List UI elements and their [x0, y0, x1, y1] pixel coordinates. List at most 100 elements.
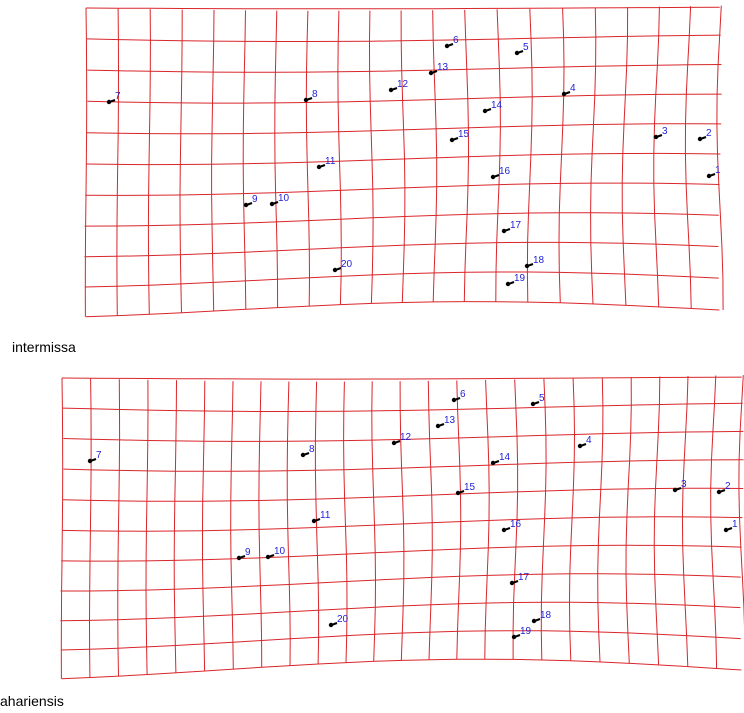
landmark-label-8: 8 — [309, 444, 315, 455]
caption-intermissa: intermissa — [12, 339, 76, 355]
landmark-8: 8 — [303, 89, 318, 103]
landmark-label-20: 20 — [337, 614, 349, 625]
landmark-label-9: 9 — [245, 547, 251, 558]
grid-line-vertical — [368, 10, 374, 304]
landmark-19: 19 — [505, 273, 526, 287]
landmark-point — [455, 490, 461, 496]
landmark-19: 19 — [511, 626, 532, 640]
grid-line-horizontal — [85, 182, 720, 196]
grid-line-vertical — [597, 377, 604, 662]
grid-line-vertical — [540, 378, 547, 661]
grid-line-vertical — [484, 379, 490, 660]
landmark-point — [300, 452, 306, 458]
grid-line-vertical — [738, 375, 744, 627]
landmark-point — [449, 137, 455, 143]
landmark-label-3: 3 — [681, 479, 687, 490]
landmark-point — [328, 622, 334, 628]
grid-line-horizontal — [87, 93, 722, 104]
landmark-point — [530, 401, 536, 407]
landmark-point — [505, 281, 511, 287]
grid-line-vertical — [343, 381, 348, 663]
grid-line-vertical — [427, 380, 433, 660]
landmark-4: 4 — [577, 435, 592, 449]
landmark-label-14: 14 — [491, 100, 503, 111]
landmark-9: 9 — [236, 547, 251, 561]
grid-line-vertical — [202, 380, 206, 672]
grid-line-vertical — [258, 381, 263, 668]
landmark-label-16: 16 — [510, 519, 522, 530]
grid-line-vertical — [495, 9, 501, 302]
landmark-18: 18 — [524, 255, 545, 269]
landmark-point — [490, 460, 496, 466]
landmark-6: 6 — [444, 35, 459, 49]
landmark-label-3: 3 — [662, 126, 668, 137]
landmark-5: 5 — [514, 42, 529, 56]
landmark-point — [531, 618, 537, 624]
landmark-3: 3 — [653, 126, 668, 140]
grid-line-vertical — [173, 380, 177, 673]
grid-line-vertical — [211, 9, 215, 312]
grid-line-horizontal — [61, 658, 742, 680]
grid-line-vertical — [230, 381, 234, 670]
landmark-label-17: 17 — [518, 572, 530, 583]
grid-line-vertical — [274, 10, 279, 308]
landmark-point — [490, 174, 496, 180]
grid-line-vertical — [179, 9, 183, 313]
landmark-label-14: 14 — [499, 452, 511, 463]
grid-line-vertical — [117, 379, 121, 677]
grid-line-vertical — [590, 7, 597, 304]
grid-line-horizontal — [60, 573, 741, 592]
landmark-point — [509, 580, 515, 586]
landmark-11: 11 — [311, 510, 331, 524]
landmark-point — [388, 87, 394, 93]
landmark-point — [482, 108, 488, 114]
landmark-16: 16 — [501, 519, 522, 533]
landmark-point — [269, 201, 275, 207]
grid-line-vertical — [568, 378, 576, 661]
landmark-1: 1 — [723, 519, 738, 533]
landmark-15: 15 — [455, 482, 476, 496]
grid-line-vertical — [621, 7, 629, 306]
grid-line-horizontal — [62, 516, 743, 532]
landmark-10: 10 — [269, 193, 290, 207]
landmark-14: 14 — [482, 100, 503, 114]
landmark-12: 12 — [391, 432, 412, 446]
landmark-label-11: 11 — [325, 156, 336, 167]
grid-line-horizontal — [84, 271, 719, 288]
grid-line-vertical — [625, 377, 632, 664]
landmark-point — [672, 487, 678, 493]
landmark-label-6: 6 — [460, 389, 466, 400]
landmark-point — [265, 554, 271, 560]
grid-line-horizontal — [85, 301, 720, 318]
grid-line-vertical — [147, 9, 151, 315]
grid-line-vertical — [653, 6, 660, 307]
grid-line-vertical — [400, 10, 406, 303]
landmark-14: 14 — [490, 452, 511, 466]
landmark-point — [501, 228, 507, 234]
landmark-11: 11 — [316, 156, 336, 170]
landmark-point — [391, 440, 397, 446]
landmark-point — [511, 634, 517, 640]
landmark-label-12: 12 — [400, 432, 412, 443]
grid-line-vertical — [716, 5, 724, 311]
grid-line-horizontal — [60, 601, 741, 622]
grid-line-vertical — [314, 381, 320, 665]
grid-line-vertical — [60, 377, 64, 679]
landmark-3: 3 — [672, 479, 687, 493]
grid-line-horizontal — [61, 376, 742, 380]
grid — [84, 5, 724, 318]
grid-line-horizontal — [85, 6, 720, 10]
landmark-label-13: 13 — [444, 415, 456, 426]
landmark-label-15: 15 — [458, 129, 470, 140]
landmark-label-5: 5 — [539, 393, 545, 404]
landmark-12: 12 — [388, 79, 409, 93]
landmark-label-7: 7 — [115, 91, 121, 102]
landmark-label-10: 10 — [278, 193, 290, 204]
landmark-point — [697, 136, 703, 142]
landmark-label-7: 7 — [96, 450, 102, 461]
landmark-4: 4 — [561, 83, 576, 97]
landmark-label-18: 18 — [540, 610, 552, 621]
landmark-point — [577, 443, 583, 449]
